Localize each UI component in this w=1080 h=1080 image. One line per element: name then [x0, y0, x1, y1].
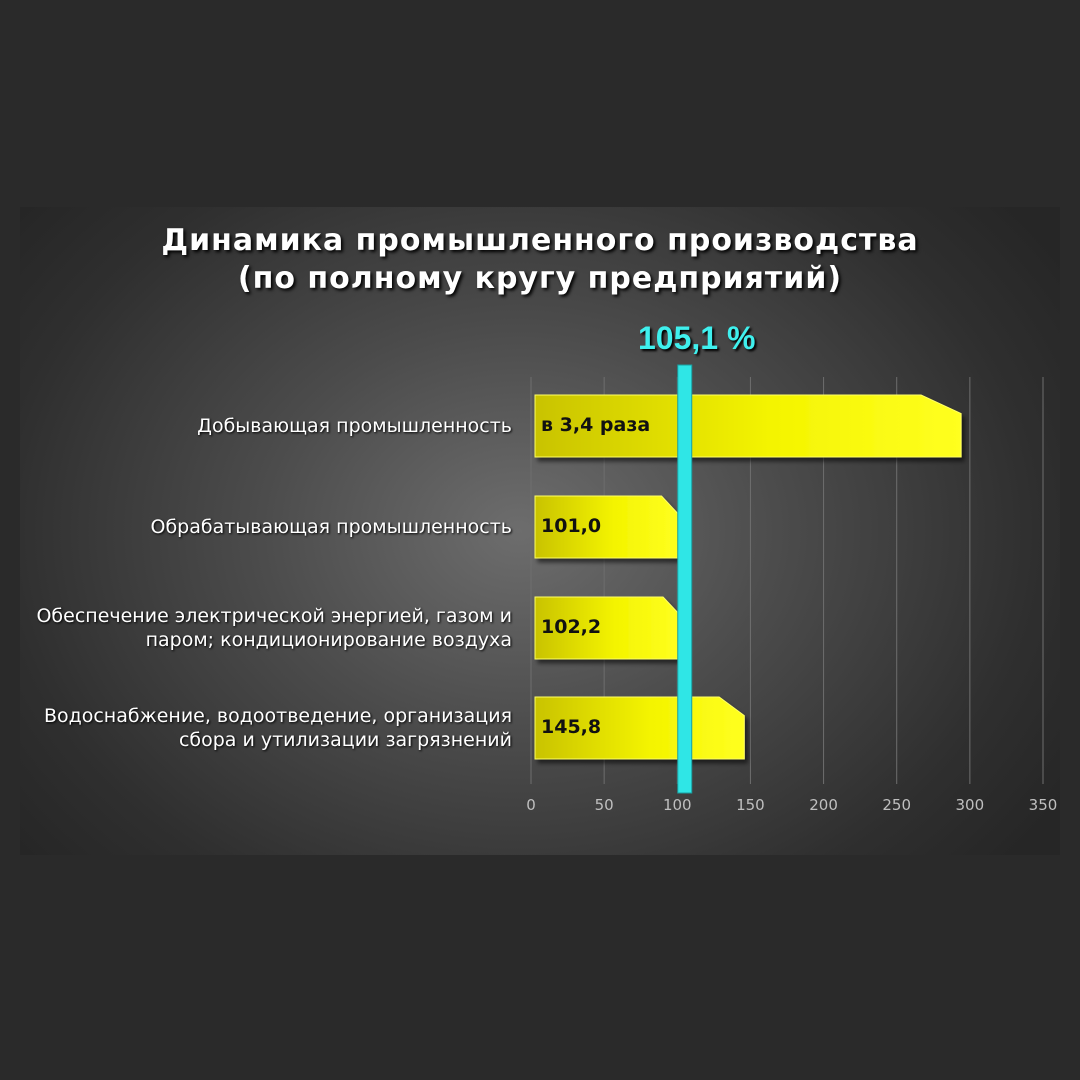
chart-title-line-1: Динамика промышленного производства	[161, 223, 919, 258]
bar-1	[534, 394, 962, 458]
x-tick-label-150: 150	[736, 796, 765, 814]
chart-title: Динамика промышленного производства (по …	[0, 222, 1080, 298]
data-label-4: 145,8	[541, 716, 602, 738]
category-label-2: Обрабатывающая промышленность	[150, 516, 513, 538]
category-label-3: Обеспечение электрической энергией, газо…	[36, 605, 512, 651]
x-tick-label-50: 50	[594, 796, 614, 814]
reference-line-label: 105,1 %	[638, 320, 756, 356]
x-tick-label-300: 300	[955, 796, 985, 814]
data-label-2: 101,0	[541, 515, 602, 537]
x-tick-label-250: 250	[882, 796, 912, 814]
reference-line	[677, 364, 693, 794]
data-label-3: 102,2	[541, 616, 602, 638]
chart-title-line-2: (по полному кругу предприятий)	[237, 261, 843, 296]
x-tick-label-0: 0	[526, 796, 536, 814]
x-tick-label-350: 350	[1028, 796, 1058, 814]
x-tick-label-100: 100	[662, 796, 692, 814]
category-label-4: Водоснабжение, водоотведение, организаци…	[43, 705, 512, 751]
x-tick-label-200: 200	[809, 796, 838, 814]
category-label-1: Добывающая промышленность	[197, 415, 512, 437]
data-label-1: в 3,4 раза	[541, 414, 651, 436]
